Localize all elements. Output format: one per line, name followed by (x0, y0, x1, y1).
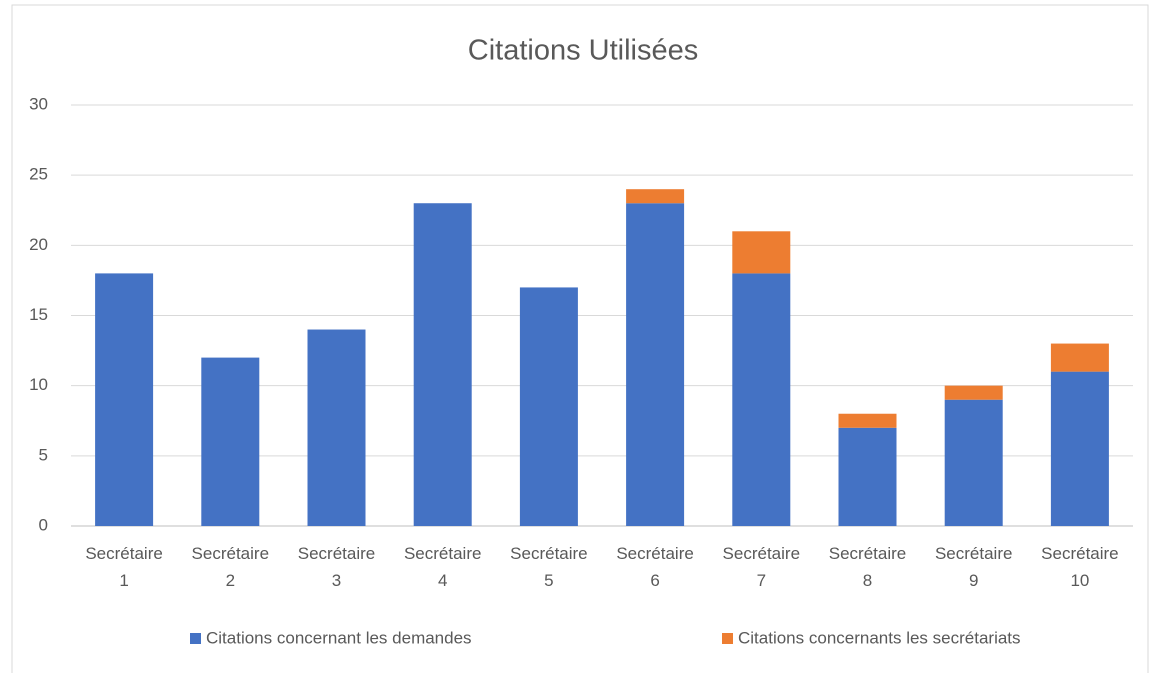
legend-label: Citations concernants les secrétariats (738, 628, 1021, 647)
x-tick-label: Secrétaire 4 (404, 544, 481, 590)
bar-segment (626, 189, 685, 204)
bar-segment (944, 399, 1003, 526)
x-tick-label: Secrétaire 5 (510, 544, 587, 590)
x-tick-label: Secrétaire 6 (616, 544, 693, 590)
y-tick-label: 20 (29, 235, 48, 254)
x-tick-label: Secrétaire 3 (298, 544, 375, 590)
x-tick-label: Secrétaire 8 (829, 544, 906, 590)
y-tick-label: 30 (29, 94, 48, 113)
y-tick-label: 10 (29, 375, 48, 394)
x-tick-label: Secrétaire 2 (192, 544, 269, 590)
x-tick-label: Secrétaire 1 (85, 544, 162, 590)
y-tick-label: 5 (39, 445, 48, 464)
y-tick-label: 25 (29, 165, 48, 184)
bar-segment (732, 273, 791, 526)
y-tick-label: 15 (29, 305, 48, 324)
bar-segment (95, 273, 154, 526)
x-tick-label: Secrétaire 10 (1041, 544, 1118, 590)
bar-segment (201, 357, 260, 526)
bar-segment (307, 329, 366, 526)
bar-segment (1050, 343, 1109, 372)
y-tick-label: 0 (39, 515, 48, 534)
bar-segment (413, 203, 472, 526)
bar-segment (838, 427, 897, 526)
bar-segment (838, 413, 897, 428)
legend-swatch (190, 633, 201, 644)
bar-segment (626, 203, 685, 526)
legend-label: Citations concernant les demandes (206, 628, 472, 647)
bar-segment (944, 385, 1003, 400)
legend-swatch (722, 633, 733, 644)
bar-segment (519, 287, 578, 526)
bar-segment (732, 231, 791, 274)
x-tick-label: Secrétaire 9 (935, 544, 1012, 590)
chart-title: Citations Utilisées (468, 35, 698, 67)
x-tick-label: Secrétaire 7 (723, 544, 800, 590)
chart-border (11, 4, 1149, 673)
bar-segment (1050, 371, 1109, 526)
